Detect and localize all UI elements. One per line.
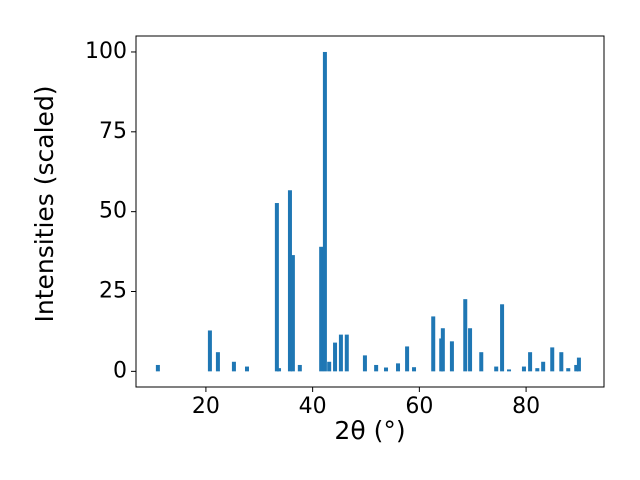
bar	[384, 367, 389, 372]
bar	[449, 341, 454, 372]
bar	[244, 366, 249, 372]
bar	[287, 190, 292, 372]
bar	[566, 368, 571, 372]
bar	[559, 352, 564, 372]
plot-frame	[135, 35, 605, 388]
bar	[322, 51, 327, 372]
bar	[297, 364, 302, 372]
bar	[215, 352, 220, 372]
bar	[463, 299, 468, 372]
x-tick-label: 80	[512, 394, 540, 419]
x-tick-label: 20	[192, 394, 220, 419]
bar	[528, 352, 533, 372]
bar	[344, 334, 349, 372]
bar	[550, 347, 555, 372]
bar	[412, 367, 417, 372]
bar	[333, 342, 338, 372]
y-tick-label: 0	[113, 358, 127, 383]
bar	[319, 246, 324, 372]
bar	[274, 203, 279, 372]
bar	[396, 363, 401, 372]
x-axis-label: 2θ (°)	[334, 416, 405, 445]
bar	[576, 357, 581, 372]
bar	[468, 328, 473, 372]
bar	[374, 364, 379, 372]
bar	[207, 330, 212, 372]
y-tick-label: 75	[99, 119, 127, 144]
x-tick-label: 40	[299, 394, 327, 419]
bar	[338, 334, 343, 372]
bar	[155, 364, 160, 372]
bar	[535, 368, 540, 372]
bar	[500, 304, 505, 372]
bar	[574, 364, 579, 372]
bar	[541, 361, 546, 372]
y-tick-label: 25	[99, 279, 127, 304]
bar	[494, 366, 499, 372]
bar	[277, 368, 282, 372]
bar	[290, 255, 295, 372]
y-axis-label: Intensities (scaled)	[30, 85, 59, 322]
x-tick-label: 60	[405, 394, 433, 419]
bar	[405, 346, 410, 372]
bar	[362, 355, 367, 372]
bar	[231, 361, 236, 372]
bar	[479, 352, 484, 372]
bar	[327, 361, 332, 372]
bar	[521, 366, 526, 372]
y-tick-label: 50	[99, 199, 127, 224]
bar	[440, 328, 445, 372]
bar	[431, 316, 436, 372]
y-tick-label: 100	[85, 39, 127, 64]
bar	[507, 369, 512, 372]
